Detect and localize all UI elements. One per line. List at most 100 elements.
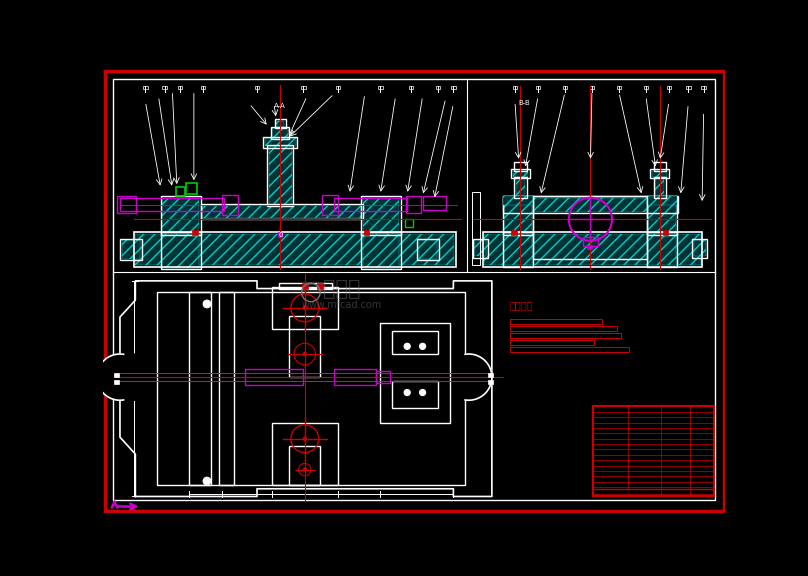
Bar	[587, 245, 592, 249]
Text: 0: 0	[279, 232, 283, 238]
Bar	[120, 199, 224, 211]
Polygon shape	[453, 354, 492, 400]
Bar	[423, 196, 446, 210]
Bar	[533, 196, 647, 259]
Circle shape	[419, 389, 426, 396]
Bar	[654, 177, 666, 199]
Bar	[503, 196, 533, 234]
Bar	[255, 86, 259, 89]
Bar	[363, 234, 399, 268]
Bar	[516, 179, 525, 197]
Bar	[301, 86, 305, 89]
Bar	[650, 169, 669, 179]
Bar	[663, 230, 668, 236]
Bar	[646, 232, 677, 267]
Bar	[583, 237, 598, 246]
Bar	[364, 230, 369, 236]
Bar	[511, 230, 516, 236]
Bar	[511, 169, 529, 179]
Bar	[377, 371, 390, 383]
Bar	[693, 240, 706, 256]
Bar	[192, 230, 198, 236]
Bar	[482, 232, 702, 267]
Bar	[162, 86, 167, 89]
Bar	[378, 86, 382, 89]
Bar	[536, 86, 541, 89]
Bar	[218, 293, 234, 485]
Bar	[504, 198, 676, 211]
Bar	[334, 369, 377, 385]
Bar	[503, 196, 678, 213]
Bar	[161, 196, 201, 234]
Bar	[419, 240, 437, 259]
Circle shape	[303, 306, 306, 309]
Bar	[701, 86, 706, 89]
Bar	[335, 86, 340, 89]
Bar	[417, 238, 439, 260]
Bar	[512, 170, 528, 177]
Bar	[279, 283, 332, 289]
Text: 沐风网: 沐风网	[323, 279, 360, 299]
Bar	[143, 86, 148, 89]
Circle shape	[303, 437, 306, 440]
Bar	[381, 323, 449, 423]
Bar	[643, 86, 648, 89]
Bar	[178, 86, 183, 89]
Bar	[646, 196, 677, 234]
Bar	[692, 238, 708, 258]
Bar	[654, 161, 666, 170]
Bar	[473, 238, 488, 258]
Bar	[510, 334, 621, 338]
Bar	[120, 238, 141, 260]
Bar	[272, 287, 338, 329]
Bar	[590, 86, 594, 89]
Bar	[322, 195, 338, 215]
Bar	[114, 380, 120, 384]
Bar	[176, 187, 185, 196]
Circle shape	[404, 389, 410, 396]
Bar	[392, 331, 438, 354]
Bar	[202, 206, 361, 218]
Bar	[162, 234, 200, 268]
Circle shape	[203, 300, 211, 308]
Circle shape	[404, 343, 410, 350]
Bar	[157, 293, 465, 485]
Bar	[361, 196, 401, 234]
Circle shape	[303, 353, 306, 355]
Bar	[268, 146, 292, 204]
Bar	[201, 86, 205, 89]
Bar	[474, 240, 486, 256]
Bar	[121, 240, 140, 259]
Bar	[289, 316, 320, 377]
Text: www.mfcad.com: www.mfcad.com	[301, 300, 382, 310]
Bar	[655, 179, 664, 197]
Bar	[514, 177, 527, 199]
Bar	[317, 283, 323, 289]
Bar	[512, 86, 517, 89]
Bar	[275, 119, 285, 128]
Bar	[276, 121, 284, 127]
Circle shape	[303, 468, 306, 471]
Bar	[648, 234, 676, 266]
Bar	[510, 326, 617, 331]
Bar	[510, 340, 594, 345]
Bar	[617, 86, 621, 89]
Bar	[272, 128, 288, 138]
Bar	[484, 234, 701, 266]
Bar	[436, 86, 440, 89]
Bar	[278, 232, 283, 237]
Bar	[504, 198, 532, 233]
Bar	[272, 423, 338, 485]
Bar	[334, 199, 407, 211]
Bar	[136, 234, 454, 266]
Bar	[667, 86, 671, 89]
Circle shape	[203, 478, 211, 485]
Circle shape	[419, 343, 426, 350]
Bar	[161, 232, 201, 270]
Bar	[117, 196, 136, 213]
Bar	[562, 86, 567, 89]
Bar	[186, 183, 197, 194]
Bar	[134, 232, 456, 267]
Text: B-B: B-B	[519, 100, 531, 107]
Bar	[646, 196, 677, 206]
